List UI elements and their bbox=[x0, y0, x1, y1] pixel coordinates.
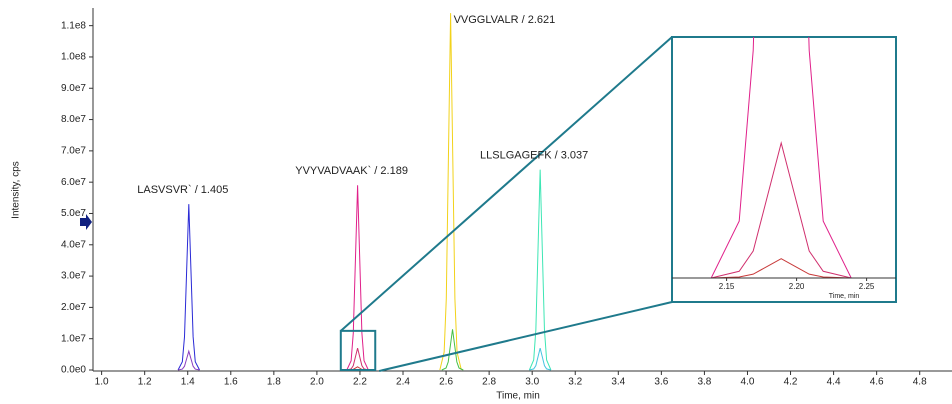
y-tick-label: 2.0e7 bbox=[61, 302, 86, 313]
peak-line bbox=[441, 329, 464, 371]
x-axis-label: Time, min bbox=[496, 391, 540, 402]
zoom-connector bbox=[379, 301, 673, 372]
y-tick-label: 1.0e7 bbox=[61, 333, 86, 344]
peak-line bbox=[439, 13, 462, 371]
x-tick-label: 3.8 bbox=[697, 377, 711, 388]
peak-annotation: LASVSVR` / 1.405 bbox=[137, 184, 228, 196]
peak-annotation: VVGGLVALR / 2.621 bbox=[454, 14, 556, 26]
inset-x-tick-label: 2.25 bbox=[859, 282, 875, 291]
y-tick-label: 8.0e7 bbox=[61, 114, 86, 125]
plot-area bbox=[177, 13, 552, 371]
peak-line bbox=[711, 258, 852, 278]
peak-line bbox=[177, 349, 200, 371]
threshold-arrow bbox=[80, 214, 92, 230]
y-tick-label: 9.0e7 bbox=[61, 83, 86, 94]
x-tick-label: 2.6 bbox=[439, 377, 453, 388]
inset-x-axis-label: Time, min bbox=[829, 293, 860, 300]
x-tick-label: 1.6 bbox=[224, 377, 238, 388]
x-tick-label: 1.0 bbox=[95, 377, 109, 388]
peak-annotation: LLSLGAGEFK / 3.037 bbox=[480, 150, 588, 162]
peak-line bbox=[711, 141, 852, 278]
x-tick-label: 3.4 bbox=[611, 377, 625, 388]
x-tick-label: 4.2 bbox=[784, 377, 798, 388]
peak-annotation: YVYVADVAAK` / 2.189 bbox=[295, 165, 408, 177]
y-tick-label: 5.0e7 bbox=[61, 208, 86, 219]
zoom-box bbox=[339, 329, 377, 372]
y-tick-label: 6.0e7 bbox=[61, 177, 86, 188]
y-axis-label: Intensity, cps bbox=[11, 161, 22, 219]
x-tick-label: 2.8 bbox=[482, 377, 496, 388]
y-tick-label: 1.1e8 bbox=[61, 20, 86, 31]
inset-x-tick-label: 2.15 bbox=[719, 282, 735, 291]
peak-line bbox=[177, 204, 201, 371]
x-tick-label: 1.8 bbox=[267, 377, 281, 388]
x-tick-label: 4.8 bbox=[913, 377, 927, 388]
x-tick-label: 2.4 bbox=[396, 377, 410, 388]
x-tick-label: 4.6 bbox=[870, 377, 884, 388]
x-tick-label: 4.0 bbox=[741, 377, 755, 388]
y-tick-label: 1.0e8 bbox=[61, 52, 86, 63]
x-tick-label: 2.0 bbox=[310, 377, 324, 388]
inset-plot bbox=[710, 37, 852, 278]
inset: 2.15 2.20 2.25 Time, min bbox=[339, 36, 897, 372]
peak-line bbox=[529, 347, 552, 371]
inset-panel bbox=[671, 36, 897, 303]
peak-line bbox=[528, 169, 552, 371]
peak-line bbox=[710, 37, 852, 278]
peak-line bbox=[346, 347, 369, 371]
zoom-connector bbox=[340, 36, 673, 332]
peak-line bbox=[346, 185, 369, 371]
x-tick-label: 2.2 bbox=[353, 377, 367, 388]
y-tick-label: 3.0e7 bbox=[61, 271, 86, 282]
x-tick-label: 4.4 bbox=[827, 377, 841, 388]
x-tick-label: 1.2 bbox=[138, 377, 152, 388]
x-tick-label: 3.0 bbox=[525, 377, 539, 388]
x-tick-label: 3.6 bbox=[654, 377, 668, 388]
x-tick-label: 3.2 bbox=[568, 377, 582, 388]
x-tick-label: 1.4 bbox=[181, 377, 195, 388]
y-tick-label: 7.0e7 bbox=[61, 146, 86, 157]
y-tick-label: 0.0e0 bbox=[61, 365, 86, 376]
y-tick-label: 4.0e7 bbox=[61, 239, 86, 250]
inset-x-tick-label: 2.20 bbox=[789, 282, 805, 291]
